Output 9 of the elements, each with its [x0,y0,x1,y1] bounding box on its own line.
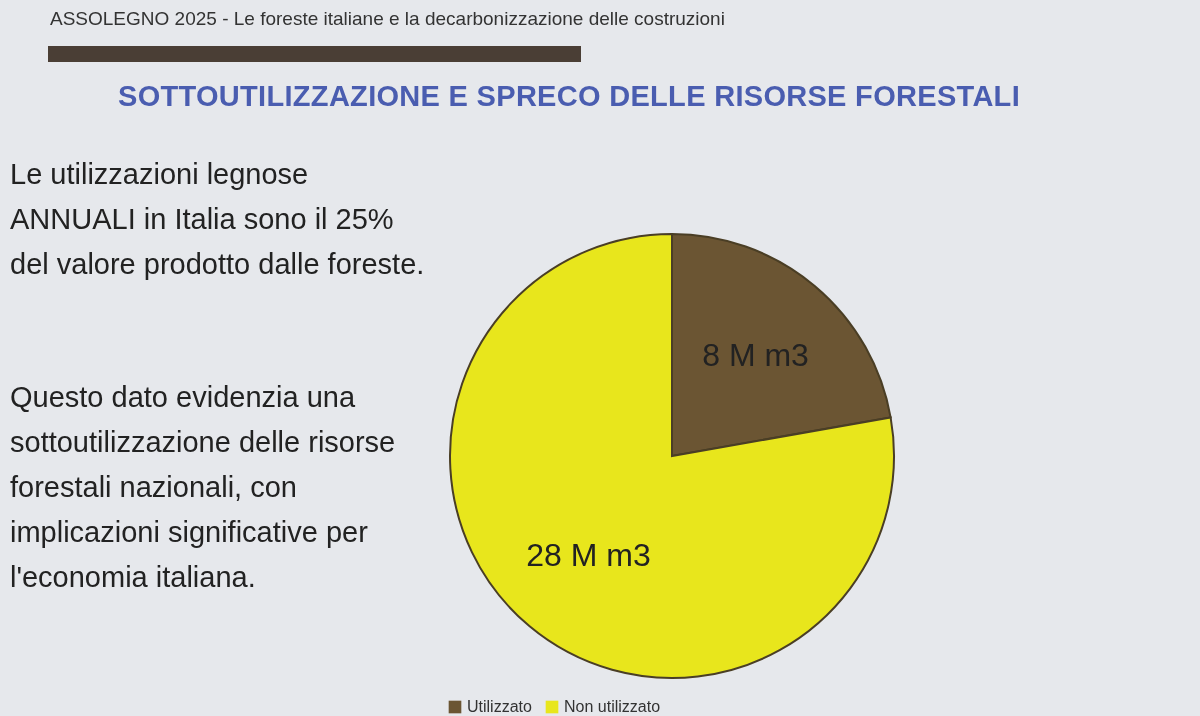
legend-label: Utilizzato [467,698,533,715]
legend-label: Non utilizzato [564,698,661,715]
text: Le utilizzazioni legnose ANNUALI in Italia sono il 25% del valore prodotto dalle foreste. [10,157,426,282]
chart-subtitle: ASSOLEGNO 2025 - Le foreste italiane e la decarbonizzazione delle costruzioni [50,8,725,30]
text: Questo dato evidenzia una sottoutilizzazione delle risorse forestali nazionali, con implicazioni significative per l'economia italiana. [10,380,397,595]
pie-slice [449,233,895,679]
data-label: 28 M m3 [526,536,651,573]
chart-title: SOTTOUTILIZZAZIONE E SPRECO DELLE RISORSE FORESTALI [118,80,1020,113]
data-label: 8 M m3 [702,337,809,374]
